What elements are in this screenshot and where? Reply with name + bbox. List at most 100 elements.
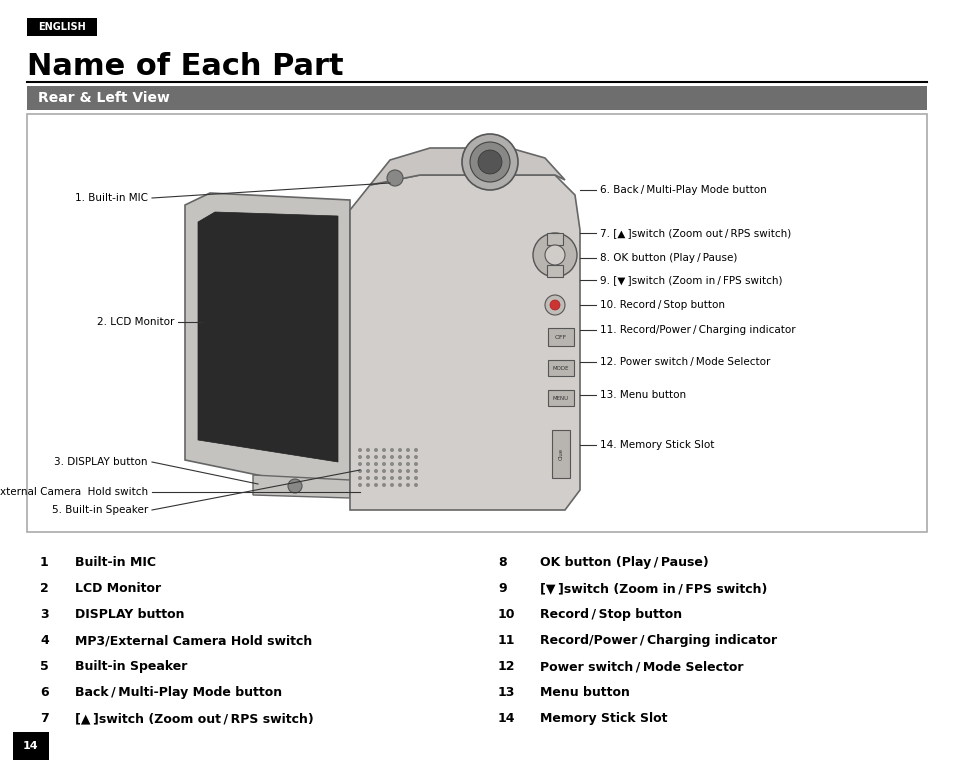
Circle shape [397, 476, 401, 480]
Bar [547, 390, 574, 406]
Circle shape [461, 134, 517, 190]
Circle shape [397, 448, 401, 452]
Circle shape [374, 483, 377, 487]
Circle shape [544, 245, 564, 265]
Circle shape [288, 479, 302, 493]
Text: [▲ ]switch (Zoom out / RPS switch): [▲ ]switch (Zoom out / RPS switch) [75, 712, 314, 725]
Text: Power switch / Mode Selector: Power switch / Mode Selector [539, 660, 742, 673]
Circle shape [381, 462, 386, 466]
Circle shape [397, 483, 401, 487]
Text: 1. Built-in MIC: 1. Built-in MIC [75, 193, 148, 203]
Circle shape [477, 150, 501, 174]
Circle shape [387, 170, 402, 186]
Circle shape [366, 462, 370, 466]
Circle shape [390, 469, 394, 473]
Bar [547, 328, 574, 346]
Text: 9. [▼ ]switch (Zoom in / FPS switch): 9. [▼ ]switch (Zoom in / FPS switch) [599, 275, 781, 285]
Text: 13: 13 [497, 686, 515, 699]
Text: 7. [▲ ]switch (Zoom out / RPS switch): 7. [▲ ]switch (Zoom out / RPS switch) [599, 228, 790, 238]
Circle shape [406, 483, 410, 487]
Circle shape [390, 455, 394, 459]
Circle shape [406, 462, 410, 466]
Circle shape [381, 476, 386, 480]
Polygon shape [198, 212, 337, 462]
Circle shape [381, 448, 386, 452]
Polygon shape [13, 732, 49, 760]
Circle shape [397, 469, 401, 473]
Text: 10. Record / Stop button: 10. Record / Stop button [599, 300, 724, 310]
Text: MODE: MODE [552, 365, 569, 371]
Circle shape [406, 476, 410, 480]
Circle shape [357, 476, 361, 480]
Text: 6. Back / Multi-Play Mode button: 6. Back / Multi-Play Mode button [599, 185, 766, 195]
Text: Clue: Clue [558, 448, 563, 460]
Circle shape [374, 448, 377, 452]
Circle shape [414, 476, 417, 480]
Text: 5: 5 [40, 660, 49, 673]
Polygon shape [546, 265, 562, 277]
Circle shape [374, 469, 377, 473]
Circle shape [414, 462, 417, 466]
Polygon shape [350, 175, 579, 510]
Text: OK button (Play / Pause): OK button (Play / Pause) [539, 556, 708, 569]
Text: Built-in Speaker: Built-in Speaker [75, 660, 187, 673]
Text: MP3/External Camera Hold switch: MP3/External Camera Hold switch [75, 634, 312, 647]
Text: Menu button: Menu button [539, 686, 629, 699]
Circle shape [357, 469, 361, 473]
Bar [552, 430, 569, 478]
Text: 9: 9 [497, 582, 506, 595]
Circle shape [390, 483, 394, 487]
Circle shape [533, 233, 577, 277]
Text: 14. Memory Stick Slot: 14. Memory Stick Slot [599, 440, 714, 450]
Circle shape [366, 469, 370, 473]
Circle shape [357, 455, 361, 459]
Text: 12: 12 [497, 660, 515, 673]
Text: Built-in MIC: Built-in MIC [75, 556, 156, 569]
Circle shape [397, 455, 401, 459]
Circle shape [397, 462, 401, 466]
Circle shape [357, 448, 361, 452]
Circle shape [357, 462, 361, 466]
Circle shape [374, 476, 377, 480]
Bar [27, 114, 926, 532]
Polygon shape [253, 475, 350, 498]
Circle shape [414, 483, 417, 487]
Text: Memory Stick Slot: Memory Stick Slot [539, 712, 667, 725]
Text: 6: 6 [40, 686, 49, 699]
Bar [547, 360, 574, 376]
Circle shape [390, 448, 394, 452]
Text: 7: 7 [40, 712, 49, 725]
Circle shape [470, 142, 510, 182]
Text: 4: 4 [40, 634, 49, 647]
Text: Rear & Left View: Rear & Left View [38, 91, 170, 105]
Bar [27, 86, 926, 110]
Text: 10: 10 [497, 608, 515, 621]
Text: 3: 3 [40, 608, 49, 621]
Circle shape [366, 455, 370, 459]
Text: 11. Record/Power / Charging indicator: 11. Record/Power / Charging indicator [599, 325, 795, 335]
Circle shape [414, 448, 417, 452]
Text: 3. DISPLAY button: 3. DISPLAY button [54, 457, 148, 467]
Text: LCD Monitor: LCD Monitor [75, 582, 161, 595]
Circle shape [544, 295, 564, 315]
Text: 1: 1 [40, 556, 49, 569]
Circle shape [381, 455, 386, 459]
Polygon shape [546, 233, 562, 245]
Circle shape [406, 469, 410, 473]
Bar [27, 18, 97, 36]
Circle shape [550, 300, 559, 310]
Text: 11: 11 [497, 634, 515, 647]
Circle shape [406, 448, 410, 452]
Text: Record / Stop button: Record / Stop button [539, 608, 681, 621]
Circle shape [406, 455, 410, 459]
Circle shape [366, 448, 370, 452]
Text: OFF: OFF [555, 334, 566, 340]
Circle shape [381, 483, 386, 487]
Polygon shape [370, 148, 564, 185]
Text: DISPLAY button: DISPLAY button [75, 608, 184, 621]
Circle shape [414, 455, 417, 459]
Text: 8. OK button (Play / Pause): 8. OK button (Play / Pause) [599, 253, 737, 263]
Text: 14: 14 [497, 712, 515, 725]
Text: Name of Each Part: Name of Each Part [27, 52, 343, 81]
Text: 2: 2 [40, 582, 49, 595]
